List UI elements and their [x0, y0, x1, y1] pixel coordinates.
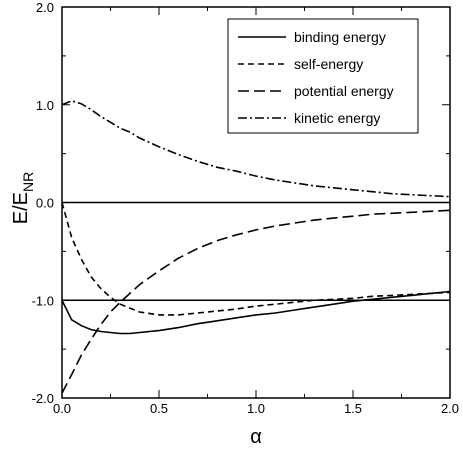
x-tick-label: 1.0 [247, 401, 265, 416]
y-axis-label: E/ENR [10, 172, 36, 224]
legend-box [227, 18, 419, 134]
legend-label: binding energy [294, 29, 386, 45]
x-axis-label: α [250, 426, 262, 448]
plot-frame [61, 6, 451, 399]
y-tick-label: -1.0 [32, 293, 54, 308]
y-tick-label: 2.0 [36, 0, 54, 15]
y-tick-label: 0.0 [36, 196, 54, 211]
legend-label: potential energy [294, 83, 394, 99]
plot-area: 0.0 0.5 1.0 1.5 2.0 -2.0 -1.0 0.0 1.0 2.0 binding … [32, 0, 459, 416]
series-line-potential-energy [61, 209, 451, 394]
y-axis-label-subscript: NR [20, 172, 36, 192]
y-axis-label-main: E/E [10, 192, 32, 224]
legend-label: self-energy [294, 56, 363, 72]
series-line-kinetic-energy [61, 99, 451, 198]
series-line-self-energy [61, 202, 451, 316]
y-tick-label: 1.0 [36, 98, 54, 113]
legend-label: kinetic energy [294, 110, 380, 126]
x-tick-label: 0.5 [150, 401, 168, 416]
x-tick-label: 1.5 [344, 401, 362, 416]
x-tick-label: 0.0 [53, 401, 71, 416]
y-tick-label: -2.0 [32, 391, 54, 406]
series-line-binding-energy [61, 290, 451, 335]
x-tick-label: 2.0 [441, 401, 459, 416]
